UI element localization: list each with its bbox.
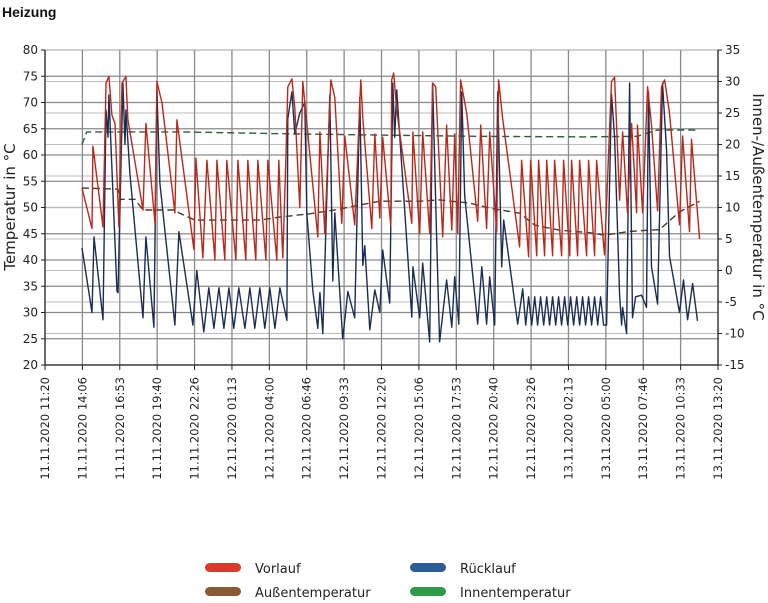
x-tick-label: 12.11.2020 17:53 [449,377,463,480]
x-tick-label: 12.11.2020 09:33 [337,377,351,480]
y2-tick-label: 10 [725,201,740,215]
y2-tick-label: -15 [725,358,745,372]
x-tick-label: 13.11.2020 05:00 [599,377,613,480]
x-tick-label: 11.11.2020 19:40 [150,377,164,480]
y-tick-label: 25 [23,332,38,346]
y2-tick-label: 5 [725,232,733,246]
y2-tick-label: 25 [725,106,740,120]
legend-label: Vorlauf [255,562,301,577]
x-tick-label: 12.11.2020 06:46 [300,377,314,480]
y-tick-label: 30 [23,306,38,320]
x-tick-label: 12.11.2020 04:00 [262,377,276,480]
series-line-innentemperatur [81,129,698,145]
series-line-vorlauf [81,72,701,261]
legend-label: Innentemperatur [460,586,571,601]
legend-swatch [410,563,446,572]
x-tick-label: 12.11.2020 20:40 [487,377,501,480]
y-tick-label: 75 [23,69,38,83]
y-tick-label: 55 [23,174,38,188]
y2-tick-label: 20 [725,138,740,152]
x-tick-label: 11.11.2020 16:53 [113,377,127,480]
series-lines [81,72,701,343]
legend-label: Außentemperatur [255,586,371,601]
x-tick-label: 13.11.2020 07:46 [636,377,650,480]
y-tick-label: 70 [23,96,38,110]
x-tick-label: 11.11.2020 11:20 [38,377,52,480]
x-tick-label: 13.11.2020 10:33 [674,377,688,480]
series-line-auentemperatur [81,187,700,236]
y2-tick-label: -10 [725,327,745,341]
legend-label: Rücklauf [460,562,516,577]
x-tick-label: 11.11.2020 14:06 [75,377,89,480]
x-tick-label: 13.11.2020 13:20 [711,377,725,480]
y-tick-label: 40 [23,253,38,267]
x-tick-label: 12.11.2020 23:26 [524,377,538,480]
legend: Vorlauf Rücklauf Außentemperatur Innentempe… [205,562,571,601]
x-tick-label: 12.11.2020 12:20 [375,377,389,480]
y2-tick-label: 35 [725,43,740,57]
x-tick-label: 12.11.2020 15:06 [412,377,426,480]
y-tick-label: 65 [23,122,38,136]
axes: 20 25 30 35 40 45 50 55 60 65 70 75 80 -15 -10 -5 0 5 10 15… [23,43,745,480]
legend-swatch [205,563,241,572]
x-tick-label: 13.11.2020 02:13 [561,377,575,480]
chart-title: Heizung [2,4,56,20]
y-tick-label: 35 [23,279,38,293]
series-line-rcklauf [81,82,699,343]
y-tick-label: 80 [23,43,38,57]
y2-axis-label: Innen-/Außentemperatur in °C [749,93,767,320]
y-tick-label: 60 [23,148,38,162]
y-tick-label: 45 [23,227,38,241]
y2-tick-label: 15 [725,169,740,183]
legend-swatch [205,587,241,596]
y2-tick-label: -5 [725,295,737,309]
y2-tick-label: 0 [725,264,733,278]
y-tick-label: 20 [23,358,38,372]
y2-tick-label: 30 [725,75,740,89]
x-tick-label: 11.11.2020 22:26 [188,377,202,480]
x-tick-label: 12.11.2020 01:13 [225,377,239,480]
y-axis-label: Temperatur in °C [1,143,19,271]
legend-swatch [410,587,446,596]
y-tick-label: 50 [23,201,38,215]
